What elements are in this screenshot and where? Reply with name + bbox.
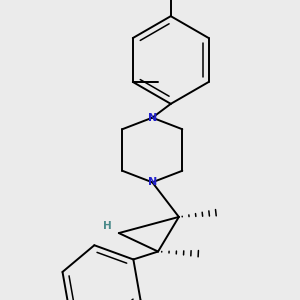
Text: H: H	[103, 221, 112, 231]
Text: N: N	[148, 177, 157, 187]
Text: N: N	[148, 113, 157, 123]
